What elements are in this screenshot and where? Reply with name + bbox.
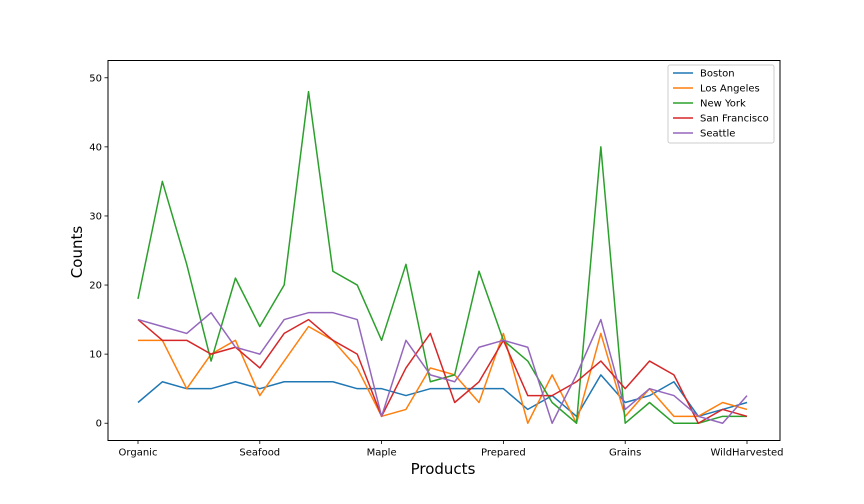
legend-entry-label: San Francisco xyxy=(700,114,769,125)
series-line-seattle xyxy=(137,311,748,424)
series-line-los-angeles xyxy=(138,325,748,424)
y-tick-label: 30 xyxy=(89,211,102,222)
legend-entry-label: Los Angeles xyxy=(700,84,760,95)
x-tick-label: Seafood xyxy=(239,448,280,459)
y-tick-label: 40 xyxy=(89,142,102,153)
y-tick-label: 0 xyxy=(96,419,102,430)
legend: Boston Los Angeles New York San Francisco Se… xyxy=(667,64,775,144)
series-lines xyxy=(137,90,748,424)
y-axis-label: Counts xyxy=(68,226,86,279)
x-tick-label: Prepared xyxy=(481,448,526,459)
y-tick-label: 10 xyxy=(89,350,102,361)
x-axis: Organic Seafood Maple Prepared Grains WildHar… xyxy=(119,440,784,459)
x-tick-label: Maple xyxy=(367,448,397,459)
legend-entry-label: New York xyxy=(700,99,746,110)
y-tick-label: 50 xyxy=(89,73,102,84)
x-tick-label: WildHarvested xyxy=(710,448,783,459)
y-tick-label: 20 xyxy=(89,281,102,292)
plot-area-frame xyxy=(107,60,781,441)
series-line-boston xyxy=(137,374,748,418)
legend-entry-label: Boston xyxy=(700,69,735,80)
x-tick-label: Grains xyxy=(609,448,641,459)
series-line-san-francisco xyxy=(137,318,748,424)
x-axis-label: Products xyxy=(411,460,476,478)
y-axis: 0 10 20 30 40 50 xyxy=(89,73,108,430)
legend-entry-label: Seattle xyxy=(700,129,735,140)
legend-frame xyxy=(667,64,775,144)
x-tick-label: Organic xyxy=(119,448,158,459)
